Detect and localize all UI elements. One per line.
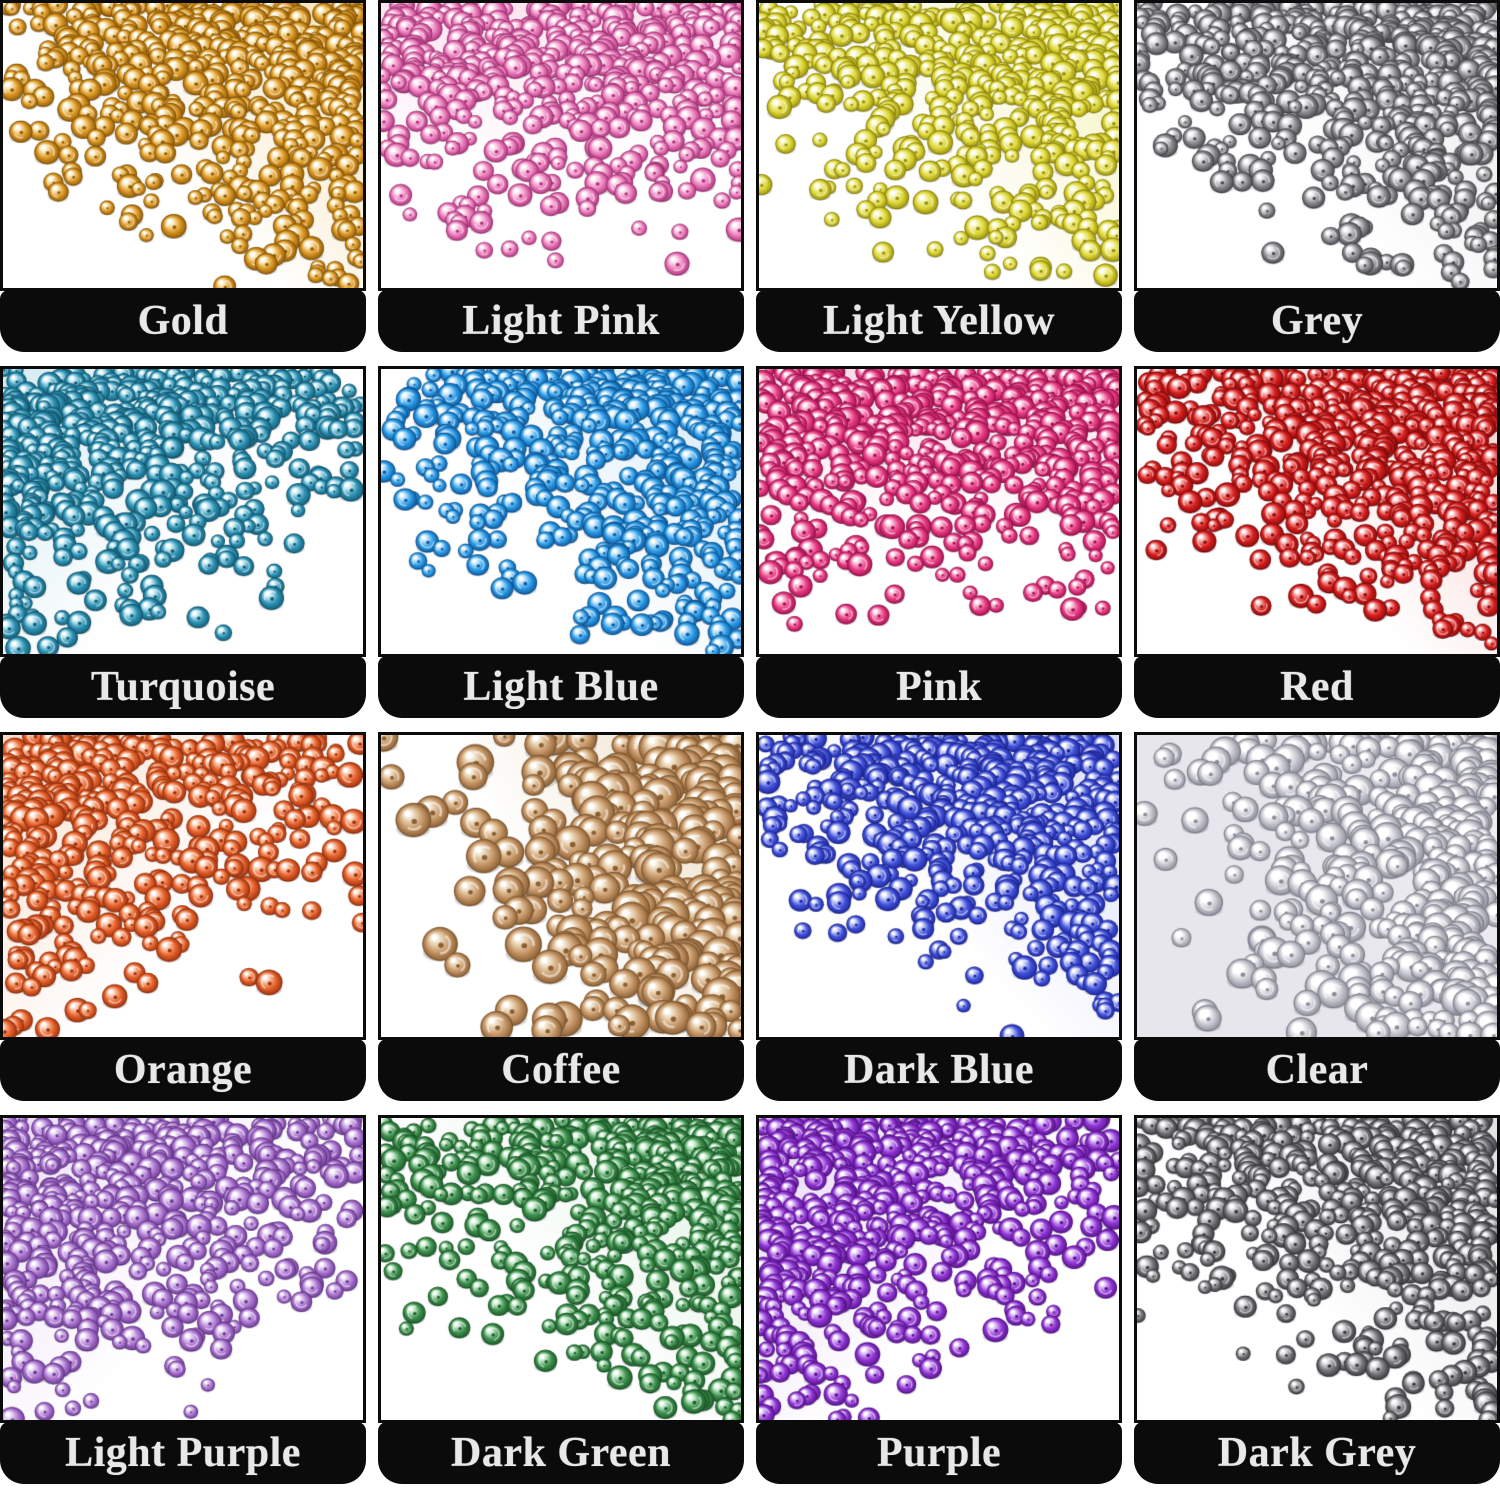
gem-photo-grey — [1134, 0, 1500, 291]
color-label-bar: Pink — [756, 656, 1122, 718]
gem-photo-light-pink — [378, 0, 744, 291]
color-label-bar: Clear — [1134, 1039, 1500, 1101]
color-label-bar: Coffee — [378, 1039, 744, 1101]
swatch-cell-light-blue: Light Blue — [378, 366, 744, 718]
gem-photo-light-purple — [0, 1115, 366, 1423]
gem-photo-dark-blue — [756, 732, 1122, 1040]
gem-photo-canvas — [381, 369, 741, 654]
swatch-cell-light-purple: Light Purple — [0, 1115, 366, 1484]
color-label: Clear — [1265, 1047, 1369, 1093]
gem-photo-orange — [0, 732, 366, 1040]
gem-photo-turquoise — [0, 366, 366, 657]
color-label: Light Pink — [462, 298, 660, 344]
color-label: Grey — [1270, 298, 1364, 344]
color-label-bar: Turquoise — [0, 656, 366, 718]
gem-photo-canvas — [1137, 1118, 1497, 1420]
color-label: Purple — [876, 1430, 1002, 1476]
swatch-cell-turquoise: Turquoise — [0, 366, 366, 718]
swatch-cell-dark-blue: Dark Blue — [756, 732, 1122, 1101]
swatch-cell-grey: Grey — [1134, 0, 1500, 352]
swatch-cell-orange: Orange — [0, 732, 366, 1101]
color-label: Gold — [137, 298, 229, 344]
color-label-bar: Dark Grey — [1134, 1422, 1500, 1484]
gem-photo-canvas — [3, 1118, 363, 1420]
color-label: Coffee — [501, 1047, 621, 1093]
gem-photo-light-blue — [378, 366, 744, 657]
color-label: Dark Grey — [1217, 1430, 1417, 1476]
swatch-cell-light-yellow: Light Yellow — [756, 0, 1122, 352]
color-label-bar: Light Yellow — [756, 290, 1122, 352]
swatch-cell-red: Red — [1134, 366, 1500, 718]
color-label: Light Purple — [65, 1430, 301, 1476]
gem-photo-canvas — [381, 735, 741, 1037]
gem-photo-pink — [756, 366, 1122, 657]
gem-photo-coffee — [378, 732, 744, 1040]
gem-photo-red — [1134, 366, 1500, 657]
swatch-cell-pink: Pink — [756, 366, 1122, 718]
gem-photo-canvas — [759, 1118, 1119, 1420]
gem-photo-dark-grey — [1134, 1115, 1500, 1423]
gem-photo-canvas — [1137, 369, 1497, 654]
swatch-cell-dark-green: Dark Green — [378, 1115, 744, 1484]
gem-photo-canvas — [3, 3, 363, 288]
color-label: Orange — [113, 1047, 253, 1093]
gem-photo-canvas — [381, 3, 741, 288]
gem-photo-light-yellow — [756, 0, 1122, 291]
color-label-bar: Light Blue — [378, 656, 744, 718]
swatch-cell-gold: Gold — [0, 0, 366, 352]
swatch-cell-light-pink: Light Pink — [378, 0, 744, 352]
swatch-cell-clear: Clear — [1134, 732, 1500, 1101]
color-label-bar: Red — [1134, 656, 1500, 718]
gem-photo-dark-green — [378, 1115, 744, 1423]
gem-photo-canvas — [3, 735, 363, 1037]
gem-photo-canvas — [1137, 735, 1497, 1037]
color-label: Dark Blue — [843, 1047, 1034, 1093]
swatch-cell-coffee: Coffee — [378, 732, 744, 1101]
color-label-bar: Light Purple — [0, 1422, 366, 1484]
gem-photo-canvas — [759, 369, 1119, 654]
gem-photo-gold — [0, 0, 366, 291]
color-label-bar: Light Pink — [378, 290, 744, 352]
swatch-cell-dark-grey: Dark Grey — [1134, 1115, 1500, 1484]
color-label: Turquoise — [90, 664, 276, 710]
gem-photo-purple — [756, 1115, 1122, 1423]
gem-photo-clear — [1134, 732, 1500, 1040]
color-label-bar: Purple — [756, 1422, 1122, 1484]
gem-photo-canvas — [1137, 3, 1497, 288]
color-label-bar: Dark Blue — [756, 1039, 1122, 1101]
color-label-bar: Dark Green — [378, 1422, 744, 1484]
gem-photo-canvas — [381, 1118, 741, 1420]
color-label: Dark Green — [450, 1430, 672, 1476]
swatch-cell-purple: Purple — [756, 1115, 1122, 1484]
color-label-bar: Gold — [0, 290, 366, 352]
gem-photo-canvas — [759, 3, 1119, 288]
color-label: Red — [1280, 664, 1354, 710]
gem-photo-canvas — [759, 735, 1119, 1037]
gem-photo-canvas — [3, 369, 363, 654]
color-label: Pink — [895, 664, 983, 710]
color-label-bar: Grey — [1134, 290, 1500, 352]
color-label: Light Yellow — [823, 298, 1055, 344]
color-label-bar: Orange — [0, 1039, 366, 1101]
color-label: Light Blue — [463, 664, 659, 710]
